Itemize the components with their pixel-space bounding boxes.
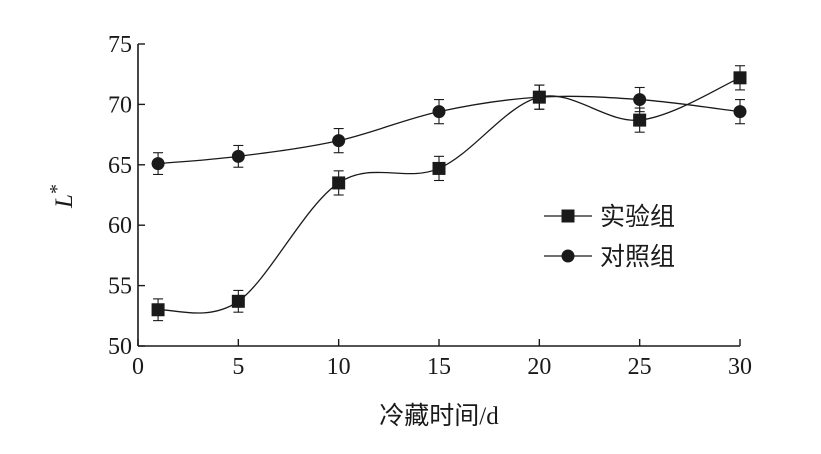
legend-label: 实验组 <box>600 203 675 231</box>
data-point <box>733 71 747 85</box>
data-point <box>231 149 245 163</box>
data-point <box>733 105 747 119</box>
x-tick-label: 30 <box>728 354 752 380</box>
data-point <box>633 113 647 127</box>
series-layer <box>151 65 747 322</box>
data-point <box>151 303 165 317</box>
series-line <box>158 95 741 165</box>
ticks <box>137 43 741 347</box>
data-point <box>532 90 546 104</box>
y-tick-label: 70 <box>108 92 132 118</box>
y-tick-label: 55 <box>108 274 132 300</box>
y-axis-title-group: L* <box>46 184 78 209</box>
y-axis-title: L* <box>46 184 78 209</box>
axes <box>137 44 740 347</box>
data-point <box>332 176 346 190</box>
y-axis-title-star: * <box>46 184 68 194</box>
legend-item: 对照组 <box>544 243 675 271</box>
series-line <box>158 77 741 314</box>
x-tick-label: 15 <box>427 354 451 380</box>
data-point <box>231 294 245 308</box>
series-1 <box>151 65 747 322</box>
x-tick-label: 10 <box>327 354 351 380</box>
y-tick-label: 50 <box>108 334 132 360</box>
data-point <box>332 134 346 148</box>
x-axis-title: 冷藏时间/d <box>379 402 499 430</box>
x-tick-label: 5 <box>232 354 244 380</box>
y-tick-label: 60 <box>108 213 132 239</box>
data-point <box>151 157 165 171</box>
legend-item: 实验组 <box>544 203 675 231</box>
legend-label: 对照组 <box>600 243 675 271</box>
y-axis-title-main: L <box>51 194 78 209</box>
data-point <box>633 93 647 107</box>
tick-labels: 50 55 60 65 70 75 0 5 10 15 20 25 30 <box>108 32 752 380</box>
x-tick-label: 20 <box>527 354 551 380</box>
x-tick-label: 0 <box>132 354 144 380</box>
y-tick-label: 75 <box>108 32 132 58</box>
data-point <box>432 161 446 175</box>
y-tick-label: 65 <box>108 153 132 179</box>
legend-marker <box>561 209 575 223</box>
data-point <box>432 105 446 119</box>
x-tick-label: 25 <box>628 354 652 380</box>
series-2 <box>151 84 747 176</box>
legend-marker <box>561 249 575 263</box>
